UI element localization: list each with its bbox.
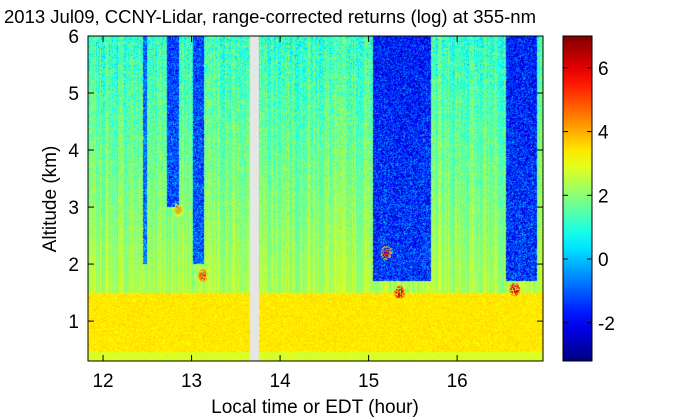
x-axis-label: Local time or EDT (hour) (211, 397, 419, 418)
plot-frame (87, 35, 544, 362)
colorbar-fill (563, 36, 592, 361)
colorbar-tick-label: 2 (598, 186, 609, 207)
x-tick-label: 13 (181, 371, 202, 392)
chart-title: 2013 Jul09, CCNY-Lidar, range-corrected … (4, 6, 536, 27)
y-tick-label: 2 (68, 255, 79, 276)
y-axis-label: Altitude (km) (40, 146, 61, 253)
colorbar-tick-label: -2 (598, 314, 615, 335)
y-tick-label: 6 (68, 27, 79, 48)
heatmap-image (88, 36, 543, 361)
x-tick-label: 16 (447, 371, 468, 392)
colorbar-tick-label: 0 (598, 250, 609, 271)
x-axis: 12 13 14 15 16 (92, 36, 468, 392)
x-tick-label: 15 (358, 371, 379, 392)
x-tick-label: 12 (92, 371, 113, 392)
y-tick-label: 5 (68, 84, 79, 105)
colorbar-frame (562, 35, 593, 362)
plot-area (88, 36, 543, 361)
colorbar-tick-label: 4 (598, 123, 609, 144)
colorbar: -2 0 2 4 6 (562, 35, 615, 362)
y-tick-label: 4 (68, 141, 79, 162)
colorbar-tick-label: 6 (598, 59, 609, 80)
x-tick-label: 14 (270, 371, 292, 392)
y-axis: 1 2 3 4 5 6 (68, 27, 543, 333)
y-tick-label: 3 (68, 198, 79, 219)
colorbar-ticks: -2 0 2 4 6 (563, 59, 615, 335)
y-tick-label: 1 (68, 312, 79, 333)
